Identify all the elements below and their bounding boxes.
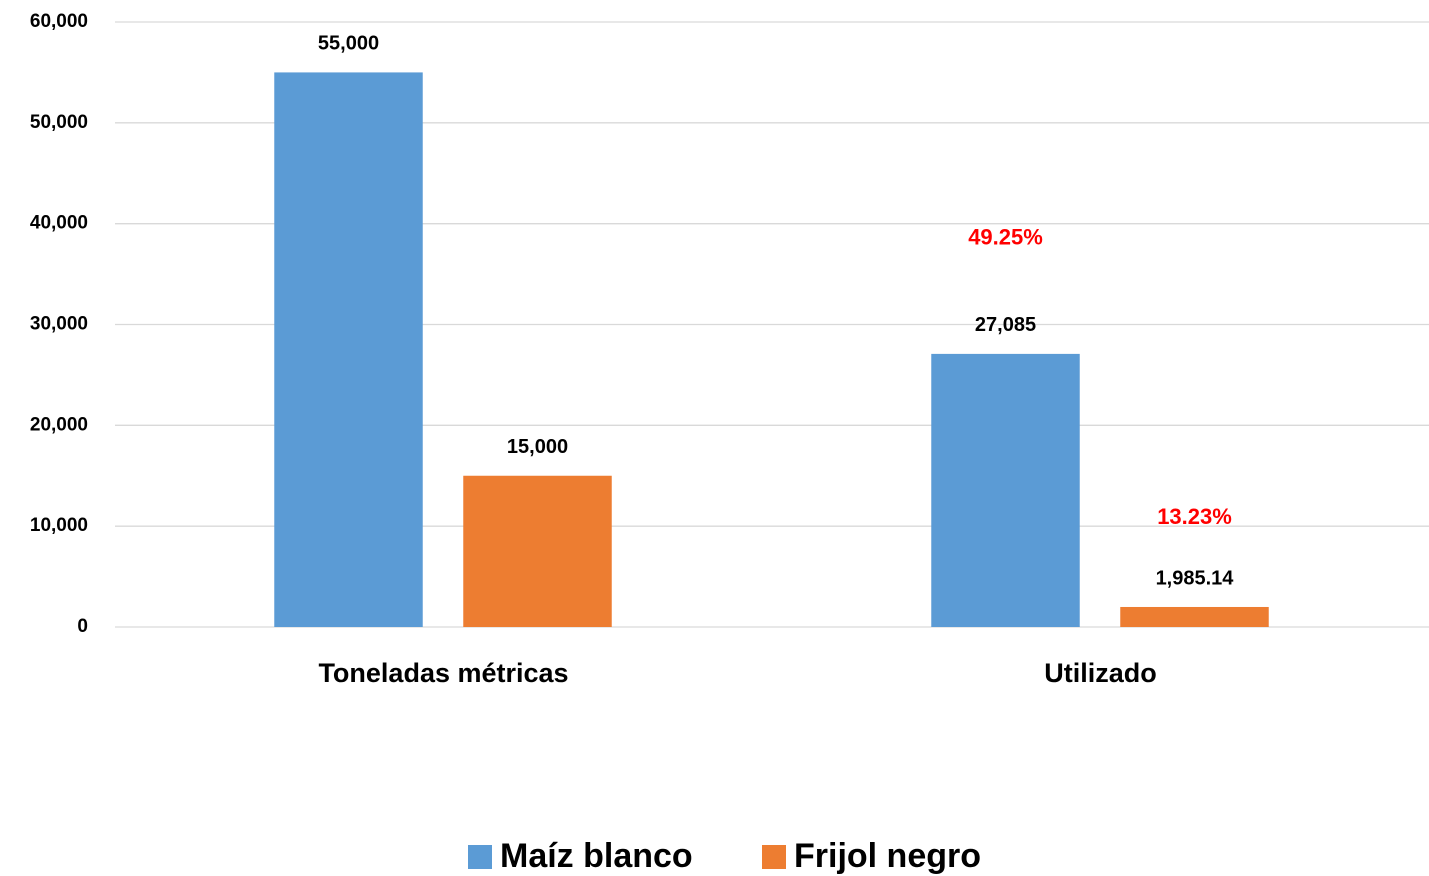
value-label: 27,085 — [975, 314, 1036, 336]
annotation: 49.25% — [968, 225, 1043, 250]
y-tick-label: 10,000 — [30, 515, 88, 536]
annotation: 13.23% — [1157, 504, 1232, 529]
bar — [931, 353, 1080, 627]
bar — [463, 475, 612, 627]
y-tick-label: 60,000 — [30, 11, 88, 32]
legend-swatch — [468, 845, 492, 869]
y-tick-label: 50,000 — [30, 112, 88, 133]
y-tick-label: 20,000 — [30, 414, 88, 435]
y-tick-label: 30,000 — [30, 314, 88, 335]
value-label: 1,985.14 — [1156, 567, 1235, 589]
x-tick-label: Toneladas métricas — [318, 658, 568, 688]
value-label: 15,000 — [507, 436, 568, 458]
bar — [274, 72, 423, 627]
value-label: 55,000 — [318, 33, 379, 55]
bar — [1120, 606, 1269, 627]
y-tick-label: 0 — [77, 616, 88, 637]
legend-label: Maíz blanco — [500, 837, 693, 875]
x-tick-label: Utilizado — [1044, 658, 1157, 688]
y-tick-label: 40,000 — [30, 213, 88, 234]
legend-label: Frijol negro — [794, 837, 981, 875]
legend-swatch — [762, 845, 786, 869]
